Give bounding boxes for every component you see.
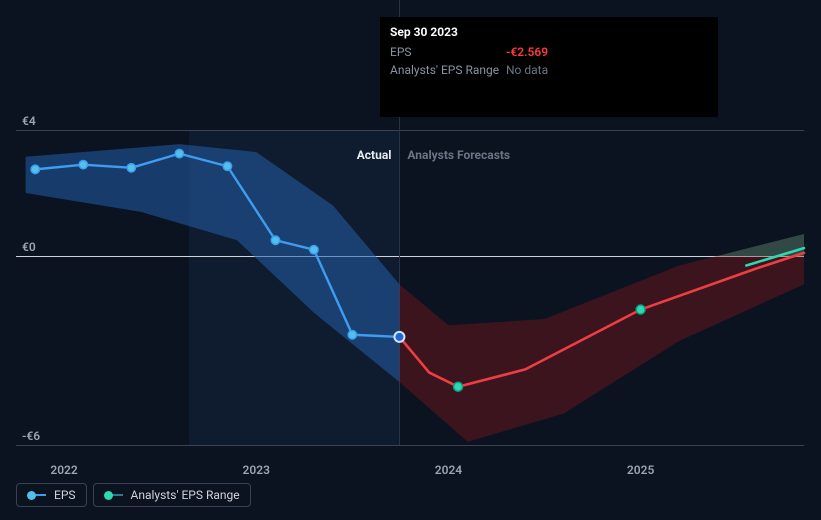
forecast-region-label: Analysts Forecasts — [407, 148, 510, 162]
chart-legend: EPS Analysts' EPS Range — [16, 483, 251, 507]
forecast-range-area — [399, 234, 804, 442]
legend-marker — [104, 491, 123, 500]
tooltip-row-value: -€2.569 — [506, 43, 548, 61]
actual-boundary-marker — [394, 332, 404, 342]
actual-marker — [310, 246, 318, 254]
legend-label: EPS — [54, 488, 76, 502]
legend-marker — [27, 491, 46, 500]
tooltip-row-label: EPS — [390, 43, 506, 61]
actual-marker — [223, 162, 231, 170]
forecast-marker — [636, 305, 645, 314]
actual-marker — [127, 164, 135, 172]
x-axis-label: 2024 — [435, 463, 462, 477]
tooltip-row: Analysts' EPS RangeNo data — [390, 61, 708, 79]
actual-range-area — [26, 144, 400, 382]
tooltip-row-label: Analysts' EPS Range — [390, 61, 506, 79]
actual-region-label: Actual — [357, 148, 392, 162]
chart-tooltip: Sep 30 2023 EPS-€2.569Analysts' EPS Range… — [380, 17, 718, 117]
forecast-marker — [454, 382, 463, 391]
tooltip-row: EPS-€2.569 — [390, 43, 708, 61]
eps-forecast-chart: €4€0-€6ActualAnalysts Forecasts202220232… — [0, 0, 821, 520]
x-axis-label: 2025 — [627, 463, 654, 477]
x-axis-label: 2023 — [243, 463, 270, 477]
actual-marker — [79, 160, 87, 168]
actual-marker — [271, 236, 279, 244]
x-axis-label: 2022 — [50, 463, 77, 477]
actual-marker — [31, 165, 39, 173]
tooltip-date: Sep 30 2023 — [390, 25, 708, 39]
legend-item[interactable]: Analysts' EPS Range — [93, 483, 251, 507]
legend-label: Analysts' EPS Range — [131, 488, 240, 502]
legend-item[interactable]: EPS — [16, 483, 87, 507]
actual-marker — [175, 149, 183, 157]
tooltip-row-value: No data — [506, 61, 548, 79]
actual-marker — [348, 331, 356, 339]
